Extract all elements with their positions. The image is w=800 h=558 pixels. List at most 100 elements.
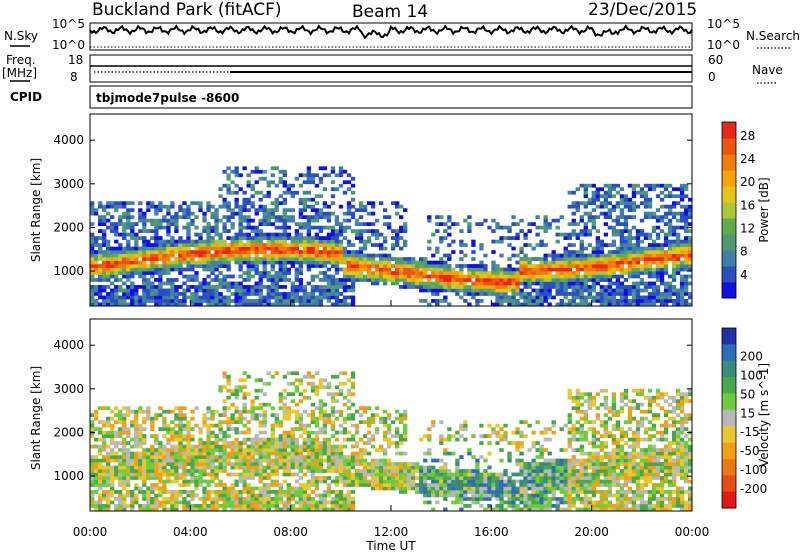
heatmap-cell <box>102 494 106 498</box>
heatmap-cell <box>652 187 656 191</box>
heatmap-cell <box>620 233 624 237</box>
heatmap-cell <box>363 459 367 463</box>
heatmap-cell <box>114 455 118 459</box>
heatmap-cell <box>230 236 234 240</box>
heatmap-cell <box>491 219 495 223</box>
heatmap-cell <box>447 282 451 286</box>
heatmap-cell <box>636 271 640 275</box>
heatmap-cell <box>311 431 315 435</box>
heatmap-cell <box>206 473 210 477</box>
heatmap-cell <box>271 431 275 435</box>
heatmap-cell <box>106 201 110 205</box>
heatmap-cell <box>106 257 110 261</box>
heatmap-cell <box>271 480 275 484</box>
heatmap-cell <box>600 201 604 205</box>
heatmap-cell <box>331 296 335 300</box>
heatmap-cell <box>303 191 307 195</box>
heatmap-cell <box>110 459 114 463</box>
heatmap-cell <box>463 264 467 268</box>
heatmap-cell <box>178 445 182 449</box>
heatmap-cell <box>564 250 568 254</box>
heatmap-cell <box>351 198 355 202</box>
heatmap-cell <box>279 226 283 230</box>
heatmap-cell <box>331 396 335 400</box>
heatmap-cell <box>222 452 226 456</box>
heatmap-cell <box>680 278 684 282</box>
heatmap-cell <box>479 282 483 286</box>
heatmap-cell <box>564 278 568 282</box>
heatmap-cell <box>162 501 166 505</box>
heatmap-cell <box>443 497 447 501</box>
heatmap-cell <box>226 282 230 286</box>
heatmap-cell <box>255 271 259 275</box>
heatmap-cell <box>351 250 355 254</box>
heatmap-cell <box>664 236 668 240</box>
heatmap-cell <box>399 278 403 282</box>
heatmap-cell <box>134 299 138 303</box>
heatmap-cell <box>644 282 648 286</box>
heatmap-cell <box>475 275 479 279</box>
heatmap-cell <box>126 254 130 258</box>
heatmap-cell <box>439 275 443 279</box>
heatmap-cell <box>222 441 226 445</box>
heatmap-cell <box>238 445 242 449</box>
heatmap-cell <box>283 490 287 494</box>
heatmap-cell <box>371 445 375 449</box>
heatmap-cell <box>126 212 130 216</box>
heatmap-cell <box>315 243 319 247</box>
heatmap-cell <box>238 275 242 279</box>
heatmap-cell <box>170 459 174 463</box>
heatmap-cell <box>676 187 680 191</box>
heatmap-cell <box>178 431 182 435</box>
heatmap-cell <box>210 292 214 296</box>
heatmap-cell <box>371 434 375 438</box>
heatmap-cell <box>170 497 174 501</box>
heatmap-cell <box>628 240 632 244</box>
heatmap-cell <box>263 299 267 303</box>
heatmap-cell <box>170 427 174 431</box>
heatmap-cell <box>584 205 588 209</box>
heatmap-cell <box>134 431 138 435</box>
heatmap-cell <box>311 490 315 494</box>
heatmap-cell <box>162 480 166 484</box>
heatmap-cell <box>194 247 198 251</box>
heatmap-cell <box>367 483 371 487</box>
heatmap-cell <box>343 278 347 282</box>
heatmap-cell <box>539 226 543 230</box>
heatmap-cell <box>158 240 162 244</box>
heatmap-cell <box>523 243 527 247</box>
heatmap-cell <box>560 275 564 279</box>
heatmap-cell <box>299 198 303 202</box>
heatmap-cell <box>243 215 247 219</box>
heatmap-cell <box>680 289 684 293</box>
heatmap-cell <box>218 385 222 389</box>
heatmap-cell <box>315 420 319 424</box>
heatmap-cell <box>604 243 608 247</box>
heatmap-cell <box>656 299 660 303</box>
heatmap-cell <box>214 268 218 272</box>
heatmap-cell <box>572 296 576 300</box>
heatmap-cell <box>267 215 271 219</box>
heatmap-cell <box>234 483 238 487</box>
heatmap-cell <box>656 285 660 289</box>
heatmap-cell <box>636 289 640 293</box>
heatmap-cell <box>206 229 210 233</box>
heatmap-cell <box>202 501 206 505</box>
heatmap-cell <box>307 170 311 174</box>
heatmap-cell <box>110 473 114 477</box>
heatmap-cell <box>391 473 395 477</box>
heatmap-cell <box>359 229 363 233</box>
heatmap-cell <box>544 261 548 265</box>
heatmap-cell <box>307 219 311 223</box>
heatmap-cell <box>255 441 259 445</box>
heatmap-cell <box>307 382 311 386</box>
heatmap-cell <box>612 282 616 286</box>
heatmap-cell <box>439 494 443 498</box>
heatmap-cell <box>154 504 158 508</box>
heatmap-cell <box>652 296 656 300</box>
heatmap-cell <box>279 268 283 272</box>
heatmap-cell <box>130 215 134 219</box>
heatmap-cell <box>267 382 271 386</box>
heatmap-cell <box>311 289 315 293</box>
heatmap-cell <box>648 275 652 279</box>
